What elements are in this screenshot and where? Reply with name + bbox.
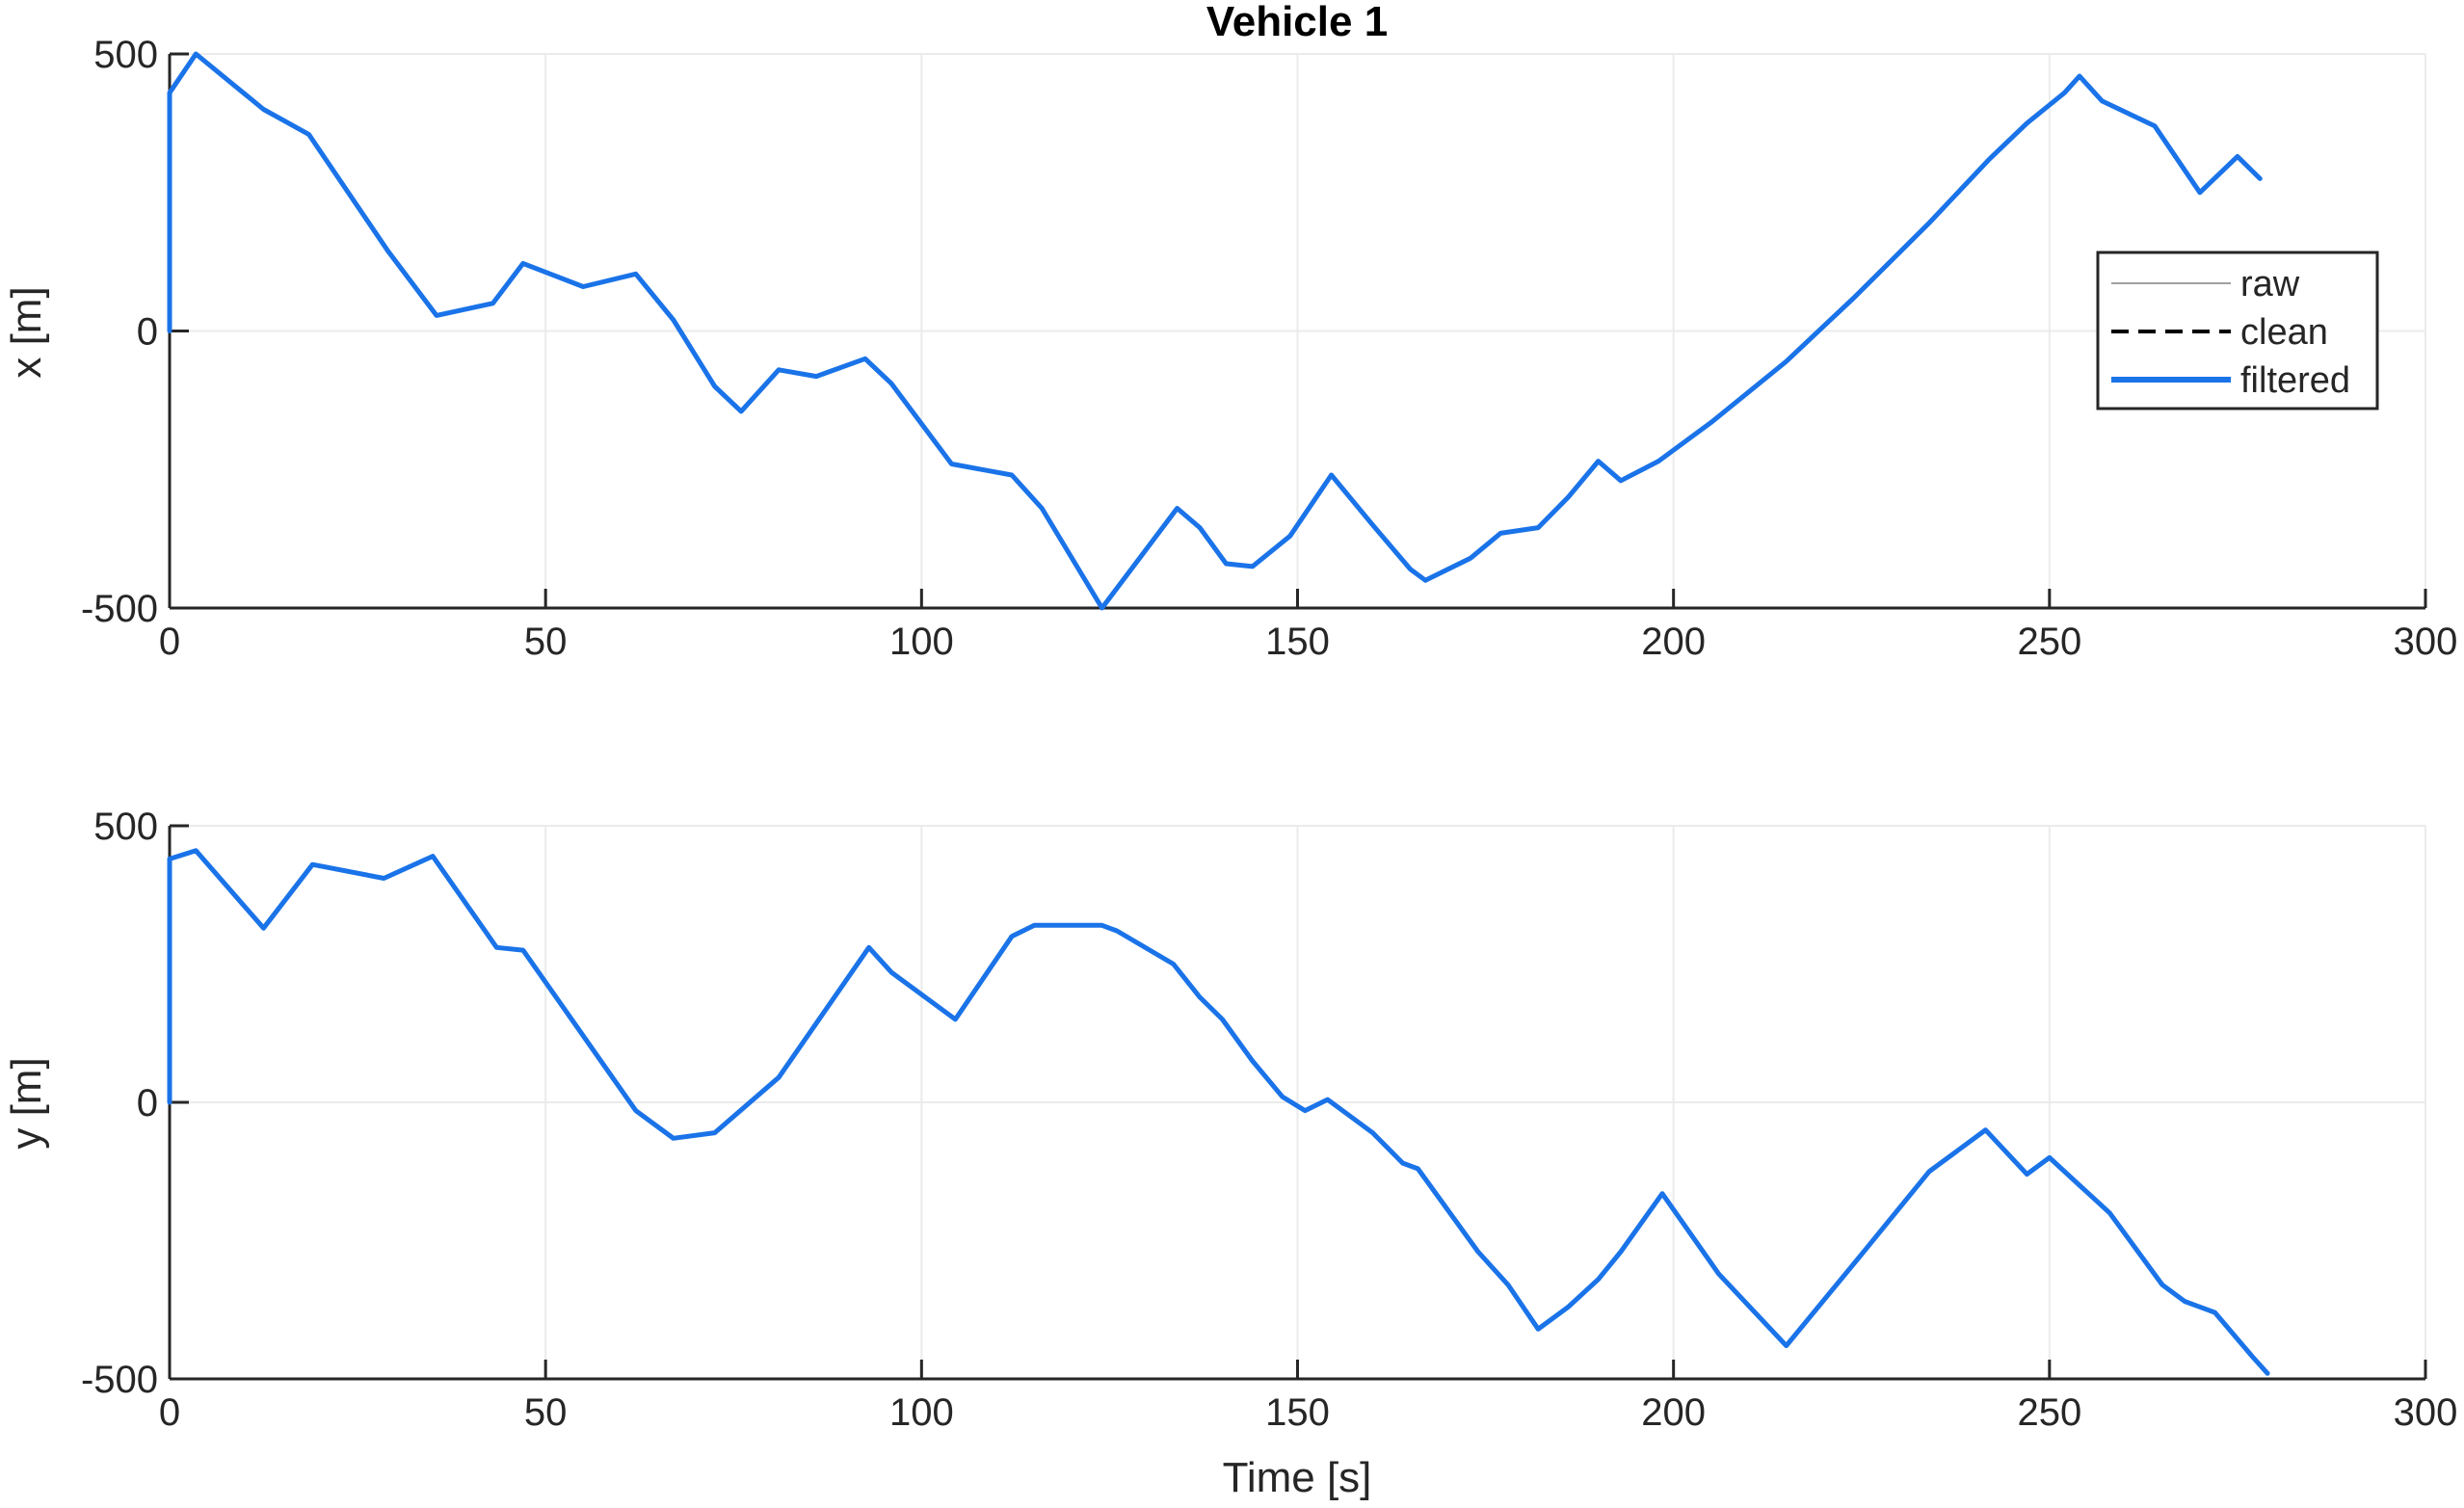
legend: raw clean filtered [2096, 251, 2379, 410]
x-position-y-tick-label-500: 500 [93, 34, 158, 76]
y-position-y-tick-label--500: -500 [81, 1359, 158, 1401]
x-position-x-tick-label-0: 0 [159, 621, 180, 663]
x-position-y-tick-label-0: 0 [137, 311, 158, 354]
x-position-x-tick-label-300: 300 [2394, 621, 2458, 663]
y-position-x-tick-label-50: 50 [524, 1391, 568, 1434]
y-position-series-filtered [167, 848, 2270, 1376]
x-position-y-tick-label--500: -500 [81, 588, 158, 630]
x-position-series-filtered [167, 51, 2263, 611]
x-position-series [167, 51, 2263, 611]
legend-label-clean: clean [2240, 312, 2328, 353]
x-position-x-tick-label-50: 50 [524, 621, 568, 663]
x-position-x-tick-label-200: 200 [1641, 621, 1706, 663]
y-position-x-tick-label-250: 250 [2017, 1391, 2081, 1434]
y-position-x-tick-label-200: 200 [1641, 1391, 1706, 1434]
x-position-x-tick-label-150: 150 [1265, 621, 1330, 663]
legend-label-raw: raw [2240, 264, 2300, 304]
time-axis-label: Time [s] [1223, 1454, 1372, 1501]
x-position-x-tick-label-100: 100 [889, 621, 954, 663]
y-position-y-tick-label-500: 500 [93, 806, 158, 848]
legend-label-filtered: filtered [2240, 360, 2350, 401]
y-position-series [167, 848, 2270, 1376]
y-position-x-tick-label-300: 300 [2394, 1391, 2458, 1434]
y-position-x-tick-label-100: 100 [889, 1391, 954, 1434]
y-position-y-axis-label: y [m] [3, 1057, 50, 1149]
x-position-x-tick-label-250: 250 [2017, 621, 2081, 663]
chart-title: Vehicle 1 [1206, 0, 1388, 45]
y-position-x-tick-label-0: 0 [159, 1391, 180, 1434]
y-position-x-tick-label-150: 150 [1265, 1391, 1330, 1434]
x-position-y-axis-label: x [m] [3, 286, 50, 378]
y-position-y-tick-label-0: 0 [137, 1082, 158, 1124]
